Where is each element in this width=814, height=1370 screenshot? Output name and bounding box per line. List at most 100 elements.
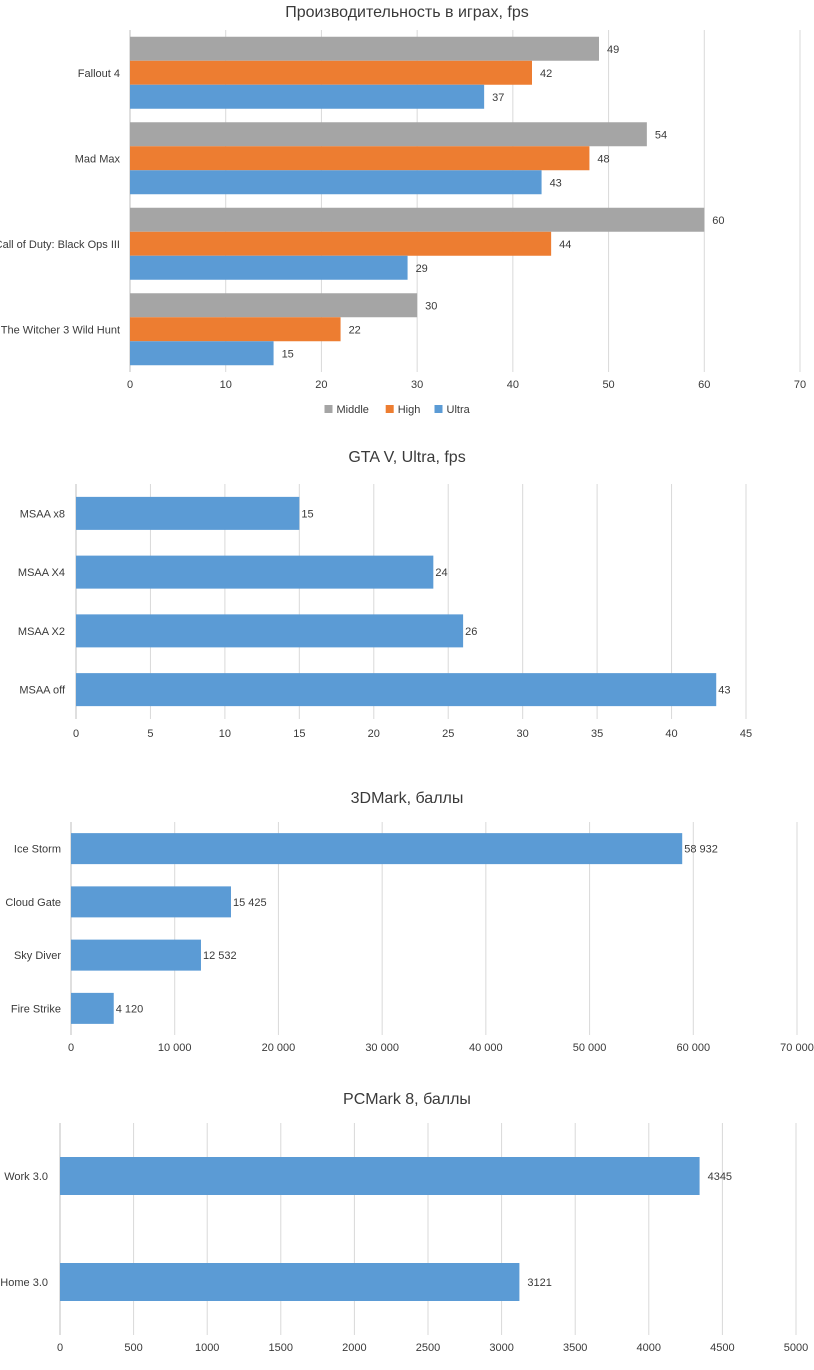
data-label: 12 532 xyxy=(203,950,237,962)
bar-ultra xyxy=(130,170,542,195)
data-label: 37 xyxy=(492,92,504,104)
x-tick-label: 40 xyxy=(665,728,677,740)
x-tick-label: 40 xyxy=(507,379,519,391)
x-tick-label: 10 000 xyxy=(158,1042,192,1054)
category-label: MSAA X4 xyxy=(18,567,65,579)
category-label: Home 3.0 xyxy=(0,1277,48,1289)
chart-title: 3DMark, баллы xyxy=(351,790,464,807)
category-label: MSAA x8 xyxy=(20,508,65,520)
data-label: 15 xyxy=(301,508,313,520)
pcmark-chart-svg: PCMark 8, баллы 0 500 1000 1500 2000 2500 3000 3… xyxy=(0,1091,808,1354)
bar-msaa-off xyxy=(76,673,717,707)
bar-middle xyxy=(130,207,705,232)
data-label: 3121 xyxy=(527,1277,551,1289)
data-label: 24 xyxy=(435,567,447,579)
bar-high xyxy=(130,317,341,342)
data-label: 54 xyxy=(655,129,667,141)
data-label: 48 xyxy=(597,153,609,165)
data-label: 49 xyxy=(607,44,619,56)
3dmark-chart-svg: 3DMark, баллы 0 10 000 20 000 30 000 40 000 50… xyxy=(5,790,814,1054)
x-tick-label: 60 000 xyxy=(676,1042,710,1054)
x-tick-label: 50 xyxy=(602,379,614,391)
data-label: 22 xyxy=(349,324,361,336)
bar-msaa-x8 xyxy=(76,496,300,530)
bar-work-3-0 xyxy=(60,1157,700,1195)
data-label: 43 xyxy=(718,685,730,697)
bar-msaa-x2 xyxy=(76,614,464,648)
x-tick-label: 20 xyxy=(315,379,327,391)
category-label: Fallout 4 xyxy=(78,68,120,80)
x-tick-label: 60 xyxy=(698,379,710,391)
legend-label-ultra: Ultra xyxy=(447,404,471,416)
x-tick-label: 5 xyxy=(147,728,153,740)
x-tick-label: 2500 xyxy=(416,1342,440,1354)
data-label: 15 425 xyxy=(233,897,267,909)
data-label: 4 120 xyxy=(116,1003,144,1015)
games-fps-chart: Производительность в играх, fps 0 10 20 30 40… xyxy=(0,0,814,430)
bar-ultra xyxy=(130,341,274,366)
gta-v-chart-svg: GTA V, Ultra, fps 0 5 10 15 20 25 30 35 40 45 MSAA … xyxy=(18,449,752,740)
bar-ultra xyxy=(130,84,485,109)
category-label: Mad Max xyxy=(75,153,121,165)
x-tick-label: 1500 xyxy=(269,1342,293,1354)
x-tick-label: 5000 xyxy=(784,1342,808,1354)
chart-title: PCMark 8, баллы xyxy=(343,1091,471,1108)
pcmark-chart: PCMark 8, баллы 0 500 1000 1500 2000 2500 3000 3… xyxy=(0,1080,814,1370)
bar-msaa-x4 xyxy=(76,555,434,589)
x-tick-label: 25 xyxy=(442,728,454,740)
x-tick-label: 0 xyxy=(127,379,133,391)
legend-swatch-ultra xyxy=(434,405,443,413)
chart-title: Производительность в играх, fps xyxy=(285,4,529,21)
category-label: Work 3.0 xyxy=(4,1171,48,1183)
bar-high xyxy=(130,60,532,85)
x-tick-label: 15 xyxy=(293,728,305,740)
category-label: Ice Storm xyxy=(14,844,61,856)
bar-middle xyxy=(130,293,418,318)
data-label: 44 xyxy=(559,239,571,251)
chart-title: GTA V, Ultra, fps xyxy=(348,449,465,466)
bar-sky-diver xyxy=(71,939,201,971)
category-label: Sky Diver xyxy=(14,950,61,962)
data-label: 30 xyxy=(425,300,437,312)
bar-middle xyxy=(130,122,647,147)
legend-label-high: High xyxy=(398,404,421,416)
gta-v-chart: GTA V, Ultra, fps 0 5 10 15 20 25 30 35 40 45 MSAA … xyxy=(0,440,814,750)
games-fps-chart-svg: Производительность в играх, fps 0 10 20 30 40… xyxy=(0,4,806,416)
bar-home-3-0 xyxy=(60,1263,520,1301)
bar-high xyxy=(130,231,552,256)
x-tick-label: 1000 xyxy=(195,1342,219,1354)
category-label: Cloud Gate xyxy=(5,897,61,909)
x-tick-label: 0 xyxy=(68,1042,74,1054)
x-tick-label: 35 xyxy=(591,728,603,740)
x-tick-label: 20 000 xyxy=(262,1042,296,1054)
x-tick-label: 3000 xyxy=(489,1342,513,1354)
data-label: 60 xyxy=(712,215,724,227)
x-tick-label: 3500 xyxy=(563,1342,587,1354)
x-tick-label: 45 xyxy=(740,728,752,740)
x-tick-label: 40 000 xyxy=(469,1042,503,1054)
x-tick-label: 0 xyxy=(73,728,79,740)
3dmark-chart: 3DMark, баллы 0 10 000 20 000 30 000 40 000 50… xyxy=(0,780,814,1060)
category-label: MSAA off xyxy=(19,685,66,697)
x-tick-label: 20 xyxy=(368,728,380,740)
bar-ultra xyxy=(130,255,408,280)
data-label: 29 xyxy=(416,263,428,275)
data-label: 58 932 xyxy=(684,844,718,856)
x-tick-label: 0 xyxy=(57,1342,63,1354)
x-tick-label: 10 xyxy=(219,728,231,740)
x-tick-label: 30 xyxy=(411,379,423,391)
x-tick-label: 2000 xyxy=(342,1342,366,1354)
bar-cloud-gate xyxy=(71,886,231,918)
category-label: The Witcher 3 Wild Hunt xyxy=(1,324,120,336)
x-tick-label: 500 xyxy=(124,1342,142,1354)
category-label: Fire Strike xyxy=(11,1003,61,1015)
x-tick-label: 70 000 xyxy=(780,1042,814,1054)
data-label: 42 xyxy=(540,68,552,80)
category-label: MSAA X2 xyxy=(18,626,65,638)
bar-ice-storm xyxy=(71,833,683,865)
x-tick-label: 70 xyxy=(794,379,806,391)
x-tick-label: 50 000 xyxy=(573,1042,607,1054)
legend-swatch-high xyxy=(385,405,394,413)
data-label: 4345 xyxy=(708,1171,732,1183)
data-label: 43 xyxy=(550,177,562,189)
